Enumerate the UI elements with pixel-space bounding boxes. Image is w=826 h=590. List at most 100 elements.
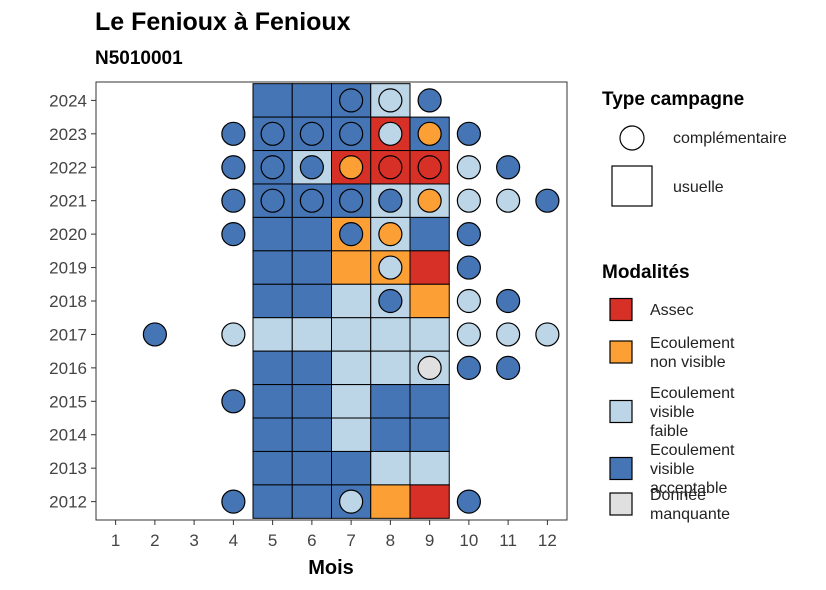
x-axis: 1 2 3 4 5 6 7 8 9 10 11 12 — [111, 520, 557, 550]
y-tick-label: 2024 — [49, 91, 87, 110]
point-2021-6 — [299, 188, 324, 213]
legend-complementaire-label: complémentaire — [673, 130, 787, 147]
point-2023-7 — [339, 121, 364, 146]
legend-label-2: Ecoulement — [650, 385, 735, 402]
tile-2017-8 — [370, 317, 411, 352]
point-2023-9 — [417, 121, 442, 146]
point-2020-7 — [339, 222, 364, 247]
point-2017-4 — [221, 322, 246, 347]
tile-2019-9 — [409, 250, 450, 285]
tile-2024-6 — [291, 83, 332, 118]
point-2022-9 — [417, 155, 442, 180]
tile-2012-8 — [370, 484, 411, 519]
tile-2016-8 — [370, 350, 411, 386]
x-tick-label: 9 — [425, 531, 434, 550]
point-2023-5 — [260, 121, 285, 146]
x-tick-label: 8 — [386, 531, 395, 550]
usuelle-tiles — [252, 83, 450, 519]
y-tick-label: 2014 — [49, 426, 87, 445]
tile-2019-6 — [291, 250, 332, 285]
point-2021-10 — [456, 188, 481, 213]
point-2021-4 — [221, 188, 246, 213]
tile-2013-5 — [252, 450, 293, 486]
legend-key-4 — [609, 492, 633, 516]
y-tick-label: 2022 — [49, 158, 87, 177]
tile-2018-5 — [252, 283, 293, 319]
x-tick-label: 12 — [538, 531, 557, 550]
legend-label-3: visible — [650, 461, 695, 478]
tile-2015-8 — [370, 384, 411, 419]
point-2022-10 — [456, 155, 481, 180]
legend-usuelle-label: usuelle — [673, 179, 724, 196]
legend-label-4: manquante — [650, 506, 730, 523]
tile-2020-9 — [409, 216, 450, 252]
legend-key-0 — [609, 297, 633, 322]
x-tick-label: 5 — [268, 531, 277, 550]
tile-2020-6 — [291, 216, 332, 252]
tile-2016-7 — [331, 350, 372, 386]
point-2022-6 — [299, 155, 324, 180]
legend-label-1: Ecoulement — [650, 335, 735, 352]
point-2019-10 — [456, 255, 481, 280]
legend-modalites-title: Modalités — [602, 262, 690, 283]
point-2023-10 — [456, 121, 481, 146]
y-tick-label: 2015 — [49, 392, 87, 411]
point-2018-8 — [378, 288, 403, 314]
point-2019-8 — [378, 255, 403, 280]
x-tick-label: 10 — [459, 531, 478, 550]
x-tick-label: 7 — [346, 531, 355, 550]
point-2022-11 — [496, 155, 521, 180]
x-tick-label: 11 — [499, 531, 517, 550]
point-2024-9 — [417, 88, 442, 113]
legend-label-1: non visible — [650, 354, 726, 371]
tile-2016-6 — [291, 350, 332, 386]
tile-2019-5 — [252, 250, 293, 285]
tile-2017-5 — [252, 317, 293, 352]
x-tick-label: 4 — [229, 531, 238, 550]
tile-2014-7 — [331, 417, 372, 452]
point-2023-6 — [299, 121, 324, 146]
point-2023-8 — [378, 121, 403, 146]
point-2021-8 — [378, 188, 403, 213]
point-2016-11 — [496, 355, 521, 380]
y-tick-label: 2013 — [49, 459, 87, 478]
x-tick-label: 1 — [111, 531, 120, 550]
point-2022-4 — [221, 155, 246, 180]
legend-label-2: faible — [650, 423, 688, 440]
point-2016-10 — [456, 355, 481, 380]
tile-2013-6 — [291, 450, 332, 486]
point-2015-4 — [221, 389, 246, 414]
tile-2017-7 — [331, 317, 372, 352]
tile-2014-6 — [291, 417, 332, 452]
complementaire-points — [142, 88, 560, 514]
legend-type-title: Type campagne — [602, 89, 744, 110]
legend-label-0: Assec — [650, 302, 694, 319]
y-tick-label: 2021 — [49, 192, 87, 211]
legend-label-3: Ecoulement — [650, 442, 735, 459]
point-2012-4 — [221, 489, 246, 514]
point-2018-10 — [456, 288, 481, 314]
y-axis: 2012 2013 2014 2015 2016 2017 2018 2019 2020 2021… — [49, 91, 96, 512]
tile-2018-9 — [409, 283, 450, 319]
point-2021-11 — [496, 188, 521, 213]
point-2018-11 — [496, 288, 521, 314]
tile-2016-5 — [252, 350, 293, 386]
x-tick-label: 6 — [307, 531, 316, 550]
tile-2017-9 — [409, 317, 450, 352]
tile-2014-9 — [409, 417, 450, 452]
y-tick-label: 2017 — [49, 325, 87, 344]
point-2021-7 — [339, 188, 364, 213]
tile-2012-9 — [409, 484, 450, 519]
tile-2012-5 — [252, 484, 293, 519]
y-tick-label: 2023 — [49, 125, 87, 144]
tile-2013-9 — [409, 450, 450, 486]
point-2020-8 — [378, 222, 403, 247]
x-tick-label: 2 — [150, 531, 159, 550]
tile-2024-5 — [252, 83, 293, 118]
legend-modalites: Modalités Assec Ecoulement non visible Ecou… — [602, 262, 735, 523]
point-2021-5 — [260, 188, 285, 213]
tile-2014-8 — [370, 417, 411, 452]
tile-2013-8 — [370, 450, 411, 486]
y-tick-label: 2019 — [49, 259, 87, 278]
